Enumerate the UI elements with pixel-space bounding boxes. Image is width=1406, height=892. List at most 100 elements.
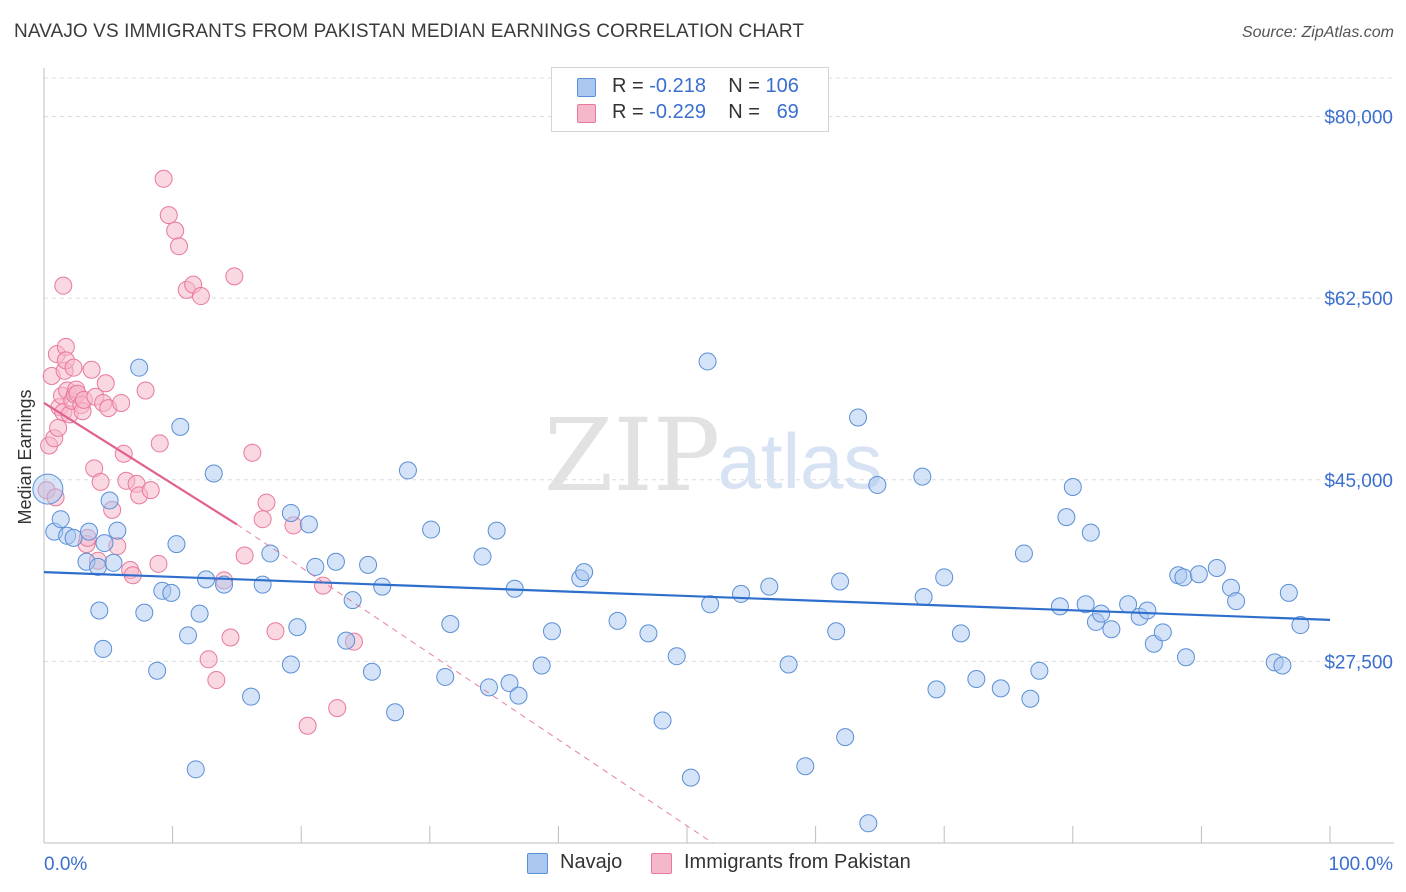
navajo-point [796,757,815,776]
navajo-point [94,639,113,658]
navajo-point [441,615,460,634]
navajo-point [913,467,932,486]
pakistan-point [64,358,83,377]
pakistan-point [166,221,185,240]
navajo-point [386,703,405,722]
navajo-point [831,572,850,591]
y-tick-label: $62,500 [1324,289,1393,310]
pakistan-point [328,699,347,718]
chart-title: NAVAJO VS IMMIGRANTS FROM PAKISTAN MEDIA… [14,21,805,42]
navajo-point [135,603,154,622]
navajo-point [130,358,149,377]
series-pakistan-points [37,169,363,735]
navajo-point [575,563,594,582]
navajo-swatch [577,78,596,97]
navajo-point [1030,661,1049,680]
navajo-point [608,611,627,630]
navajo-trend-line [43,571,1331,621]
navajo-point [64,528,83,547]
pakistan-swatch [651,853,672,874]
navajo-point [836,728,855,747]
navajo-point [215,575,234,594]
pakistan-point [235,546,254,565]
navajo-point [760,577,779,596]
navajo-point [681,768,700,787]
legend-r-label: R = [612,75,644,97]
navajo-point [1207,558,1226,577]
y-tick-label: $45,000 [1324,471,1393,492]
navajo-point [167,535,186,554]
navajo-point [359,555,378,574]
pakistan-point [136,381,155,400]
pakistan-point [149,554,168,573]
x-tick-label-min: 0.0% [44,854,87,875]
y-axis-title: Median Earnings [15,389,35,524]
navajo-point [1057,508,1076,527]
navajo-swatch [527,853,548,874]
correlation-legend: R = -0.218 N = 106 R = -0.229 N = 69 [551,67,829,132]
navajo-point [1153,623,1172,642]
navajo-point [90,601,109,620]
navajo-point [500,674,519,693]
navajo-point [253,575,272,594]
navajo-point [1138,601,1157,620]
navajo-point [1174,568,1193,587]
navajo-point [422,520,441,539]
navajo-point [100,491,119,510]
navajo-point [653,711,672,730]
y-tick-labels: $27,500 $45,000 $62,500 $80,000 [1324,108,1393,674]
navajo-point [1014,544,1033,563]
navajo-point [337,631,356,650]
pakistan-point [221,628,240,647]
watermark: ZIP atlas [544,397,883,514]
pakistan-point [243,443,262,462]
navajo-point [162,583,181,602]
legend-n-value-pakistan: 69 [776,101,799,123]
navajo-point [281,503,300,522]
navajo-point [306,557,325,576]
pakistan-point [207,671,226,690]
navajo-point [667,647,686,666]
navajo-point [1291,616,1310,635]
navajo-point [849,408,868,427]
navajo-point [204,464,223,483]
pakistan-point [298,716,317,735]
navajo-point [479,678,498,697]
navajo-point [1050,597,1069,616]
legend-n-value-navajo: 106 [765,75,799,97]
navajo-point [935,568,954,587]
navajo-point [95,534,114,553]
legend-r-label: R = [612,101,644,123]
pakistan-point [225,267,244,286]
navajo-point [186,760,205,779]
navajo-point [1102,620,1121,639]
trend-lines [43,402,1331,844]
navajo-point [914,588,933,607]
navajo-point [1273,656,1292,675]
pakistan-point [91,472,110,491]
navajo-point [1227,592,1246,611]
pakistan-point [141,481,160,500]
pakistan-point [154,169,173,188]
navajo-point [179,626,198,645]
navajo-point [927,680,946,699]
y-tick-label: $80,000 [1324,108,1393,129]
legend-n-label: N = [728,75,760,97]
navajo-point [732,584,751,603]
navajo-point [532,656,551,675]
navajo-point [1279,583,1298,602]
navajo-point [1092,604,1111,623]
navajo-point [859,814,878,833]
pakistan-point [170,237,189,256]
pakistan-point [199,650,218,669]
bottom-legend-navajo-label: Navajo [560,851,623,873]
pakistan-point [191,287,210,306]
navajo-point [779,655,798,674]
navajo-point [281,655,300,674]
x-tick-label-max: 100.0% [1329,854,1394,875]
pakistan-point [266,622,285,641]
navajo-point [868,475,887,494]
navajo-point [967,670,986,689]
navajo-point [104,553,123,572]
